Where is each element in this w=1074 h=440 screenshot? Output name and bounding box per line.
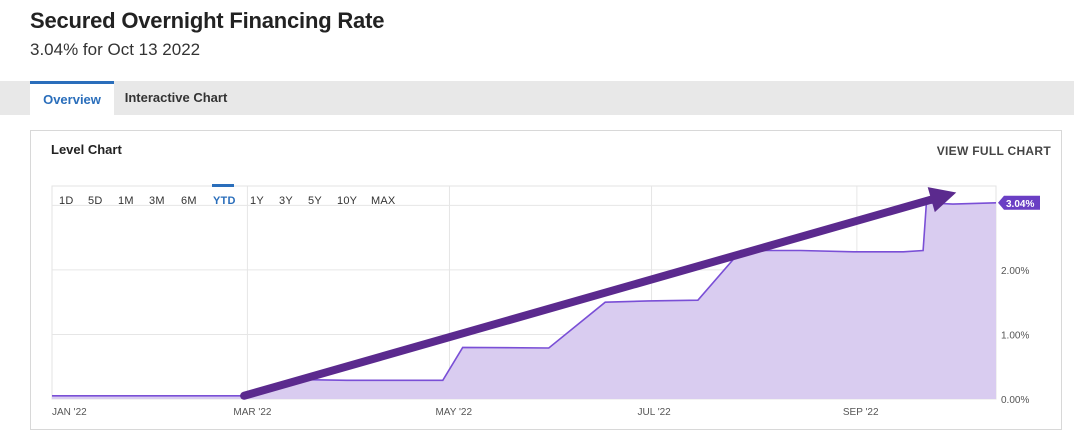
series-line <box>52 201 997 397</box>
range-button-6m[interactable]: 6M <box>181 195 197 207</box>
tab-interactive-chart[interactable]: Interactive Chart <box>124 90 228 105</box>
last-value-label: 3.04% <box>1006 199 1034 210</box>
annotation-arrow-head <box>927 187 957 213</box>
x-tick-label: SEP '22 <box>843 407 879 418</box>
range-button-ytd[interactable]: YTD <box>213 195 236 207</box>
page-subtitle: 3.04% for Oct 13 2022 <box>30 40 201 59</box>
annotation-arrow-shaft <box>240 195 936 400</box>
range-button-max[interactable]: MAX <box>371 195 396 207</box>
range-button-5d[interactable]: 5D <box>88 195 103 207</box>
tab-overview[interactable]: Overview <box>30 81 114 115</box>
range-button-10y[interactable]: 10Y <box>337 195 358 207</box>
x-tick-label: MAR '22 <box>233 407 271 418</box>
last-value-badge <box>998 195 1040 210</box>
view-full-chart-link[interactable]: VIEW FULL CHART <box>936 144 1051 158</box>
x-tick-label: JUL '22 <box>638 407 672 418</box>
x-tick-label: MAY '22 <box>435 407 472 418</box>
card-title: Level Chart <box>51 142 122 157</box>
y-tick-label: 2.00% <box>1001 266 1029 277</box>
tab-bar: Overview Interactive Chart <box>0 81 1074 115</box>
y-tick-label: 1.00% <box>1001 330 1029 341</box>
range-active-underline <box>212 184 234 187</box>
page-title: Secured Overnight Financing Rate <box>30 8 385 33</box>
x-tick-label: JAN '22 <box>52 407 87 418</box>
y-tick-label: 0.00% <box>1001 395 1029 406</box>
range-button-1m[interactable]: 1M <box>118 195 134 207</box>
series-area <box>52 202 996 399</box>
range-button-1y[interactable]: 1Y <box>250 195 264 207</box>
range-button-5y[interactable]: 5Y <box>308 195 322 207</box>
range-button-3m[interactable]: 3M <box>149 195 165 207</box>
card-header: Level Chart VIEW FULL CHART <box>31 131 1061 171</box>
range-button-1d[interactable]: 1D <box>59 195 74 207</box>
range-button-3y[interactable]: 3Y <box>279 195 293 207</box>
